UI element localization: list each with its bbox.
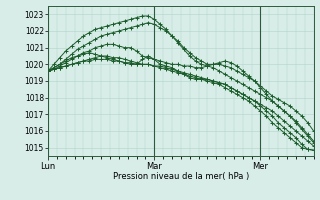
X-axis label: Pression niveau de la mer( hPa ): Pression niveau de la mer( hPa ) (113, 172, 249, 181)
